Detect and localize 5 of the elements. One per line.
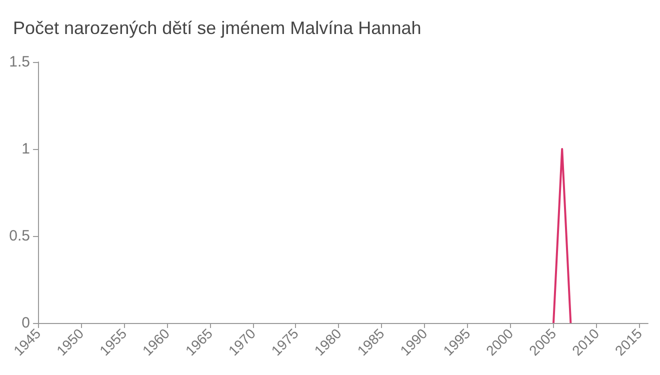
- y-tick-label: 0: [22, 314, 30, 332]
- y-tick-label: 1: [22, 140, 30, 158]
- y-tick-label: 0.5: [9, 228, 30, 244]
- y-tick-label: 1.5: [9, 54, 30, 70]
- chart-title: Počet narozených dětí se jménem Malvína Hannah: [13, 18, 422, 38]
